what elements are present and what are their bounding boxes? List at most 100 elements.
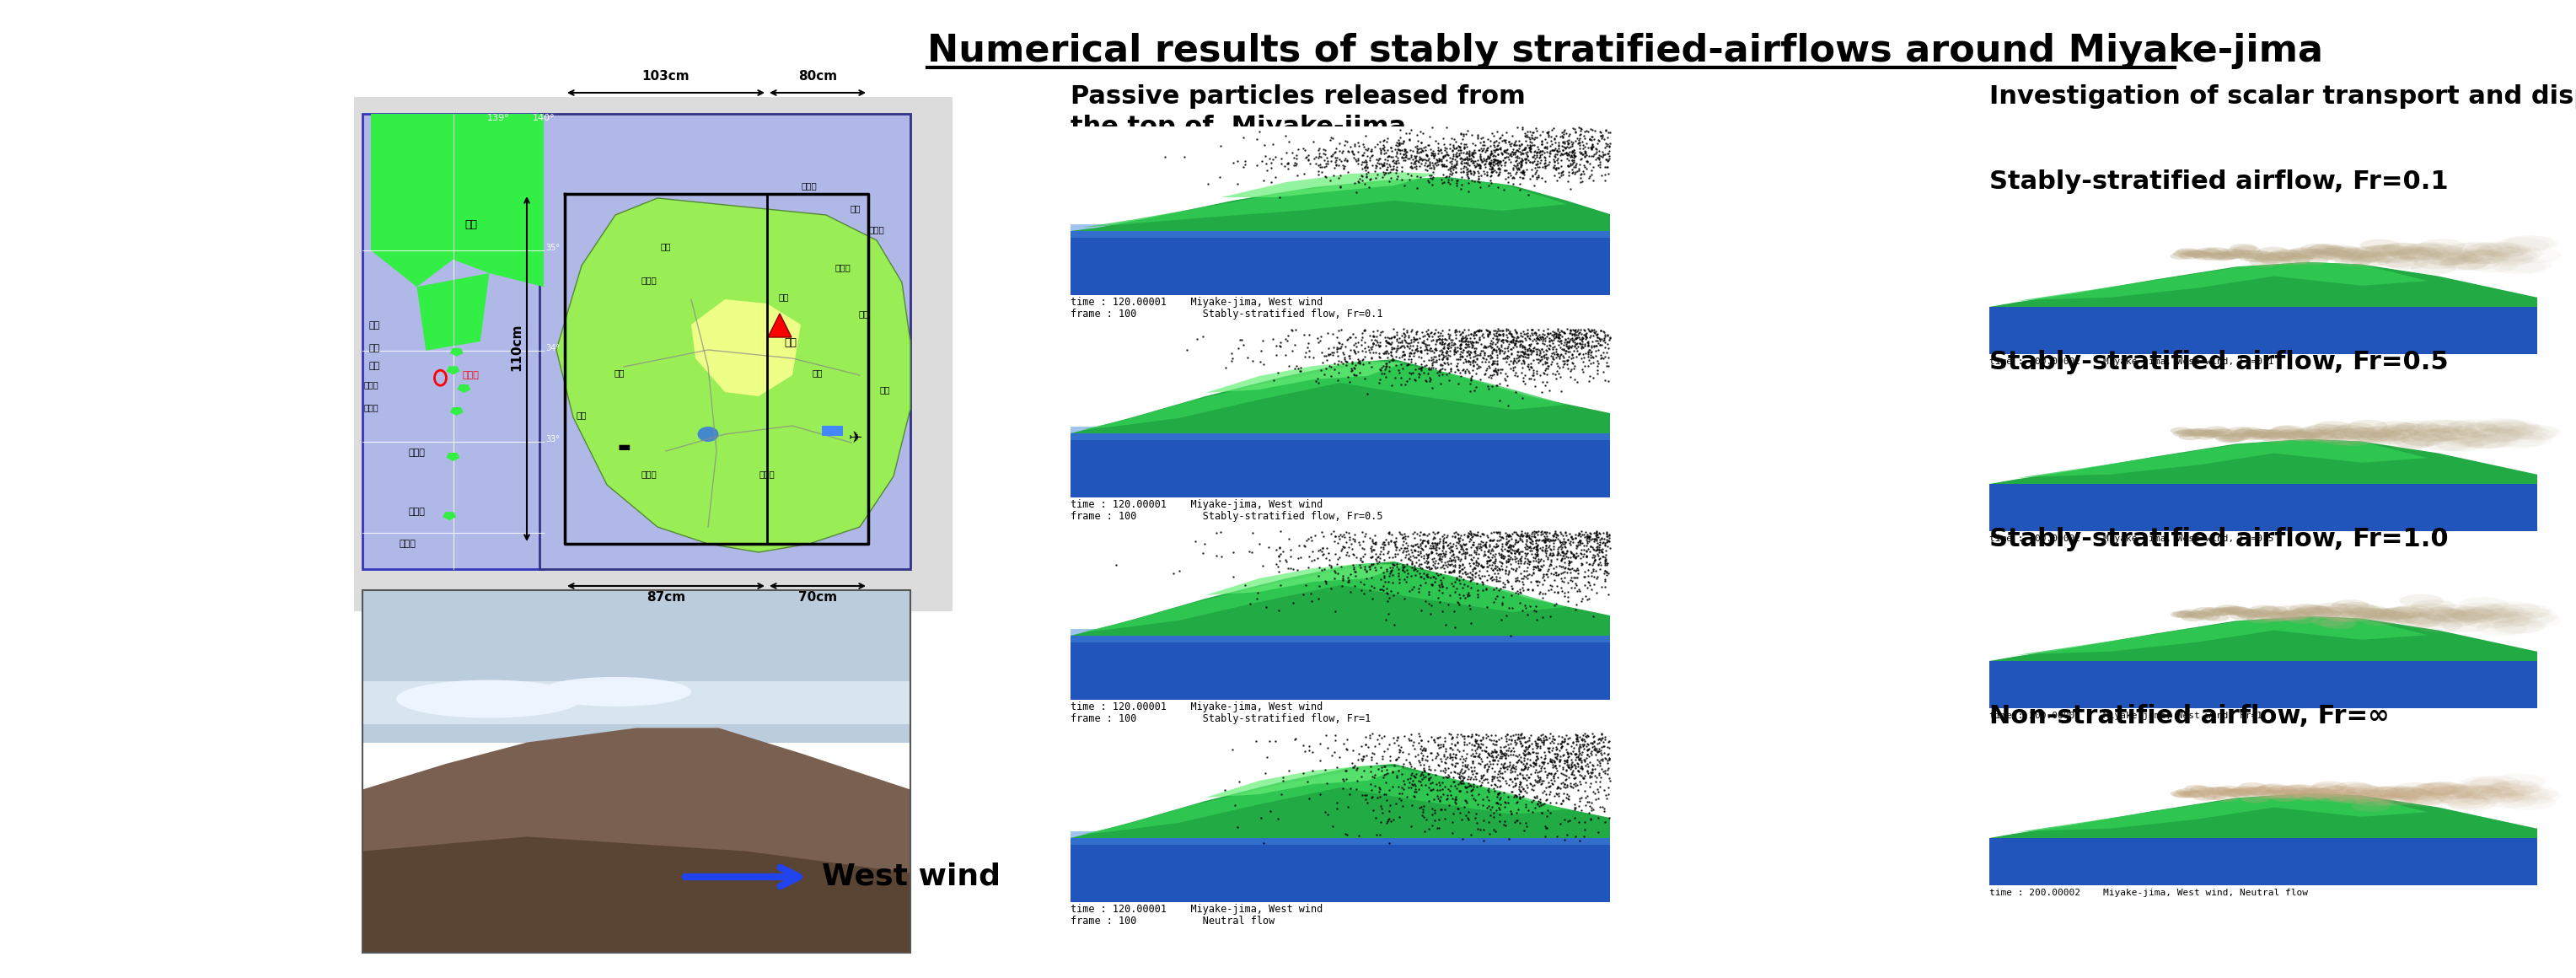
Point [1492,332,1533,347]
Point [1443,770,1484,785]
Point [1419,541,1461,556]
Point [1450,333,1492,349]
Point [1476,558,1517,574]
Point [1440,365,1481,380]
Ellipse shape [2329,611,2365,622]
Point [1427,527,1468,543]
Point [1525,538,1566,554]
Point [1329,525,1370,541]
Point [1502,146,1543,161]
Point [1551,138,1592,154]
Polygon shape [363,837,909,953]
Point [1546,140,1587,156]
Point [1399,124,1440,140]
Point [1466,322,1507,337]
Point [1558,127,1600,143]
Point [1492,362,1533,378]
Point [1525,141,1566,156]
Point [1324,338,1365,354]
Point [1468,558,1510,574]
Point [1540,143,1582,158]
Ellipse shape [2452,609,2501,623]
Point [1535,161,1577,177]
Point [1546,540,1587,556]
Ellipse shape [2434,251,2481,265]
Point [1481,333,1522,348]
Point [1363,358,1404,374]
Point [1404,574,1445,590]
Point [1551,531,1592,547]
Point [1497,148,1538,163]
Point [1484,759,1525,775]
Point [1486,535,1528,551]
Point [1352,535,1394,551]
Point [1558,815,1600,830]
Ellipse shape [2468,434,2519,449]
Point [1579,337,1620,353]
Point [1589,745,1631,761]
Point [1466,164,1507,180]
Point [1412,538,1453,554]
Point [1432,553,1473,568]
Point [1368,524,1409,540]
Point [1298,375,1340,390]
Point [1577,531,1618,547]
Point [1525,139,1566,155]
Point [1430,740,1471,756]
Point [1244,835,1285,851]
Point [1401,362,1443,378]
Point [1556,334,1597,350]
Point [1255,149,1296,164]
Point [1540,369,1582,384]
Point [1530,129,1571,145]
Point [1409,342,1450,358]
Point [1517,775,1558,790]
Ellipse shape [2249,258,2280,267]
Point [1376,162,1417,178]
Point [1425,762,1466,778]
Point [1445,757,1486,773]
Point [1571,762,1613,778]
Point [1479,361,1520,377]
Point [1577,743,1618,759]
Ellipse shape [2177,788,2197,795]
Point [1533,350,1574,366]
Point [1404,757,1445,773]
Point [1437,343,1479,359]
Point [1440,750,1481,766]
Point [1350,550,1391,565]
Point [1548,132,1589,148]
Point [1468,549,1510,564]
Point [1479,135,1520,151]
Ellipse shape [2499,257,2553,273]
Point [1303,366,1345,381]
Point [1327,570,1368,586]
Point [1551,322,1592,337]
Point [1510,554,1551,569]
Point [1582,148,1623,163]
Point [1502,568,1543,584]
Point [1437,530,1479,546]
Point [1404,570,1445,586]
Point [1440,140,1481,156]
Point [1569,123,1610,139]
Point [1530,578,1571,594]
Point [1463,163,1504,179]
Point [1510,534,1551,550]
Point [1538,333,1579,348]
Point [1422,543,1463,558]
Point [1499,349,1540,365]
Point [1533,757,1574,773]
Point [1525,352,1566,368]
Point [1489,527,1530,543]
Point [1329,330,1370,345]
Point [1582,727,1623,742]
Point [1584,556,1625,572]
Ellipse shape [2195,247,2221,255]
Point [1432,159,1473,175]
Point [1546,133,1587,149]
Point [1515,542,1556,557]
Point [1404,539,1445,555]
Point [1535,741,1577,757]
Point [1543,755,1584,771]
